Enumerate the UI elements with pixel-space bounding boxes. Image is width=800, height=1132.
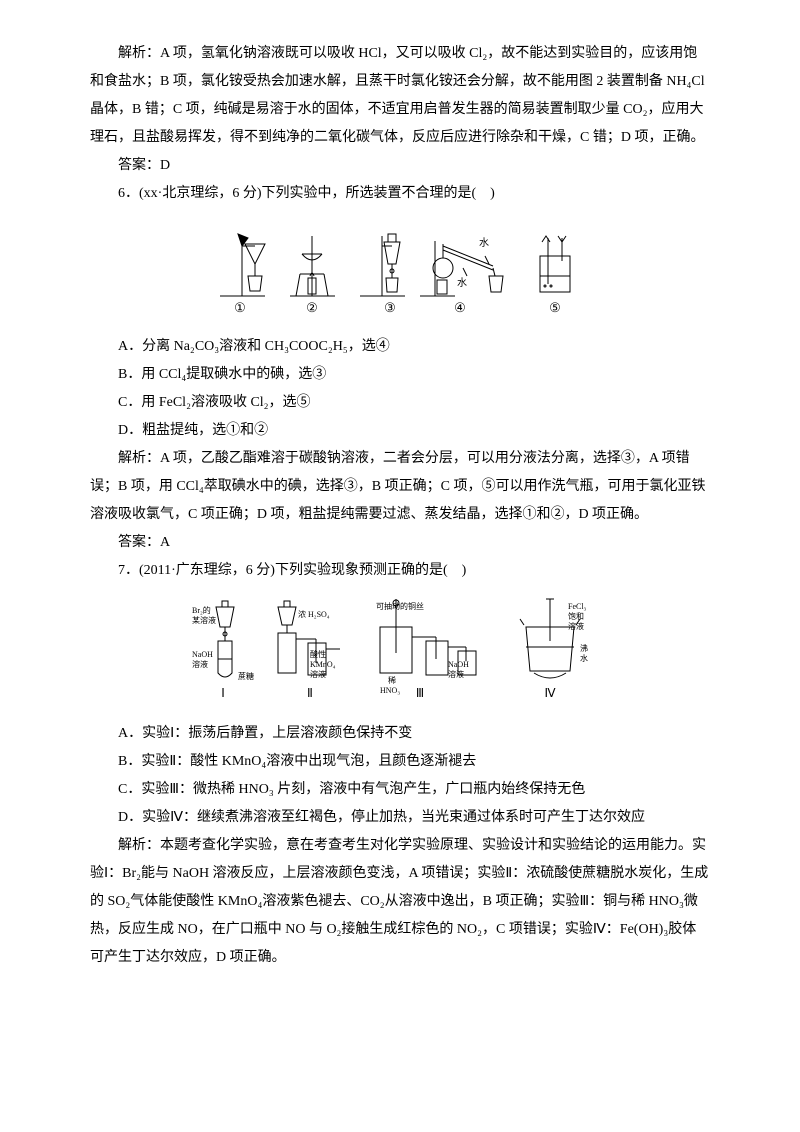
svg-text:KMnO₄: KMnO₄ (310, 660, 336, 669)
svg-text:NaOH: NaOH (192, 650, 213, 659)
svg-text:⑤: ⑤ (549, 300, 561, 315)
q6-figure: 水 水 ① ② ③ ④ ⑤ (90, 216, 710, 327)
svg-text:Ⅳ: Ⅳ (544, 686, 555, 700)
experiment-row-icon: Br₂的 某溶液 NaOH 溶液 蔗糖 浓 H₂SO₄ 酸性 KMnO₄ 溶液 (190, 593, 610, 703)
q6-option-b: B．用 CCl₄提取碘水中的碘，选③ (90, 361, 710, 389)
q6-option-d: D．粗盐提纯，选①和② (90, 417, 710, 445)
svg-text:溶液: 溶液 (568, 621, 584, 631)
svg-text:FeCl₃: FeCl₃ (568, 602, 587, 611)
svg-text:某溶液: 某溶液 (192, 615, 216, 625)
q7-stem: 7．(2011·广东理综，6 分)下列实验现象预测正确的是( ) (90, 557, 710, 585)
svg-text:水: 水 (580, 653, 588, 663)
q7-figure: Br₂的 某溶液 NaOH 溶液 蔗糖 浓 H₂SO₄ 酸性 KMnO₄ 溶液 (90, 593, 710, 714)
svg-text:酸性: 酸性 (310, 649, 326, 659)
svg-text:蔗糖: 蔗糖 (238, 671, 254, 681)
svg-text:①: ① (234, 300, 246, 315)
svg-text:Br₂的: Br₂的 (192, 605, 211, 615)
q6-option-a: A．分离 Na₂CO₃溶液和 CH₃COOC₂H₅，选④ (90, 333, 710, 361)
svg-text:浓 H₂SO₄: 浓 H₂SO₄ (298, 610, 330, 619)
q6-explain: 解析：A 项，乙酸乙酯难溶于碳酸钠溶液，二者会分层，可以用分液法分离，选择③，A… (90, 445, 710, 529)
svg-text:水: 水 (457, 277, 467, 289)
svg-text:④: ④ (454, 300, 466, 315)
explanation-1: 解析：A 项，氢氧化钠溶液既可以吸收 HCl，又可以吸收 Cl₂，故不能达到实验… (90, 40, 710, 152)
q7-option-b: B．实验Ⅱ：酸性 KMnO₄溶液中出现气泡，且颜色逐渐褪去 (90, 748, 710, 776)
svg-text:Ⅰ: Ⅰ (221, 686, 225, 700)
svg-text:③: ③ (384, 300, 396, 315)
q7-option-c: C．实验Ⅲ：微热稀 HNO₃ 片刻，溶液中有气泡产生，广口瓶内始终保持无色 (90, 776, 710, 804)
svg-text:沸: 沸 (580, 643, 588, 653)
svg-text:饱和: 饱和 (568, 611, 584, 621)
svg-text:Ⅱ: Ⅱ (307, 686, 313, 700)
q6-option-c: C．用 FeCl₂溶液吸收 Cl₂，选⑤ (90, 389, 710, 417)
q6-stem: 6．(xx·北京理综，6 分)下列实验中，所选装置不合理的是( ) (90, 180, 710, 208)
svg-text:可抽动的铜丝: 可抽动的铜丝 (376, 601, 424, 611)
svg-text:NaOH: NaOH (448, 660, 469, 669)
q7-option-a: A．实验Ⅰ：振荡后静置，上层溶液颜色保持不变 (90, 720, 710, 748)
svg-text:溶液: 溶液 (192, 659, 208, 669)
page: 解析：A 项，氢氧化钠溶液既可以吸收 HCl，又可以吸收 Cl₂，故不能达到实验… (0, 0, 800, 1132)
answer-1: 答案：D (90, 152, 710, 180)
svg-text:溶液: 溶液 (310, 669, 326, 679)
svg-text:溶液: 溶液 (448, 669, 464, 679)
apparatus-row-icon: 水 水 ① ② ③ ④ ⑤ (210, 216, 590, 316)
svg-text:HNO₃: HNO₃ (380, 686, 400, 695)
svg-text:稀: 稀 (388, 675, 396, 685)
q7-explain: 解析：本题考查化学实验，意在考查考生对化学实验原理、实验设计和实验结论的运用能力… (90, 832, 710, 972)
svg-text:水: 水 (479, 237, 489, 249)
svg-text:Ⅲ: Ⅲ (416, 686, 424, 700)
q7-option-d: D．实验Ⅳ：继续煮沸溶液至红褐色，停止加热，当光束通过体系时可产生丁达尔效应 (90, 804, 710, 832)
q6-answer: 答案：A (90, 529, 710, 557)
svg-text:②: ② (306, 300, 318, 315)
